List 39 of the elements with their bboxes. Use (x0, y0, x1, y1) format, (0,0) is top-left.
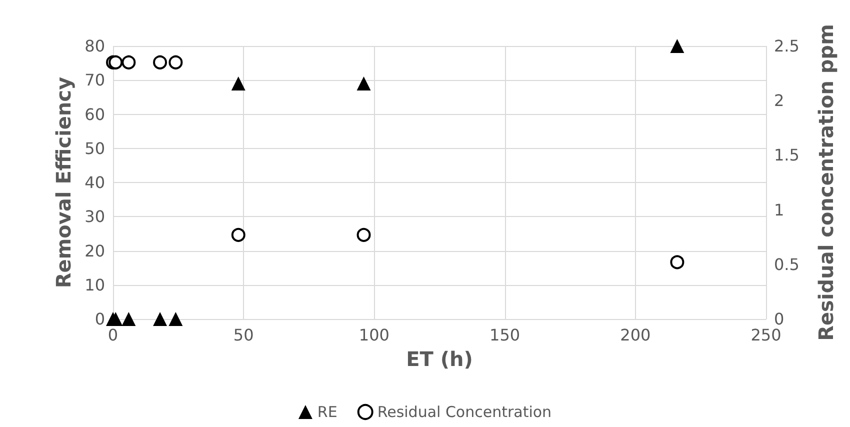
y2-tick-label: 0.5 (774, 254, 800, 274)
legend-label: Residual Concentration (377, 403, 552, 421)
y2-tick-label: 1.5 (774, 146, 800, 165)
point (231, 76, 246, 91)
point (153, 55, 168, 70)
x-tick-label: 0 (108, 326, 118, 344)
point (670, 39, 684, 53)
y-tick-label: 20 (84, 241, 105, 260)
point (122, 55, 136, 70)
y2-tick-label: 2 (774, 91, 784, 110)
x-tick-label: 100 (358, 326, 390, 344)
point (356, 76, 371, 91)
point (168, 55, 183, 70)
y-tick-label: 0 (94, 310, 105, 328)
x-axis-title: ET (h) (406, 347, 473, 371)
y2-tick-label: 2.5 (774, 36, 800, 56)
legend-label: RE (317, 403, 338, 421)
y-tick-label: 50 (84, 138, 105, 158)
point (122, 312, 136, 326)
y-axis-title: Removal Efficiency (52, 76, 76, 288)
point (231, 228, 246, 242)
point (168, 312, 183, 326)
x-tick-label: 200 (620, 326, 651, 344)
x-tick-label: 250 (750, 326, 782, 344)
y-tick-label: 10 (84, 275, 105, 294)
y2-tick-label: 1 (774, 200, 784, 220)
x-tick-label: 50 (233, 326, 254, 344)
point (670, 255, 684, 270)
point (108, 55, 123, 70)
point (153, 312, 168, 326)
y2-tick-label: 0 (774, 310, 784, 328)
y2-axis-title: Residual concentration ppm (814, 24, 838, 341)
x-tick-label: 150 (490, 326, 520, 344)
y-tick-label: 40 (84, 173, 105, 192)
y-tick-label: 60 (84, 104, 105, 124)
y-tick-label: 80 (84, 36, 105, 56)
point (356, 228, 371, 242)
y-tick-label: 70 (84, 70, 105, 90)
y-tick-label: 30 (84, 207, 105, 226)
